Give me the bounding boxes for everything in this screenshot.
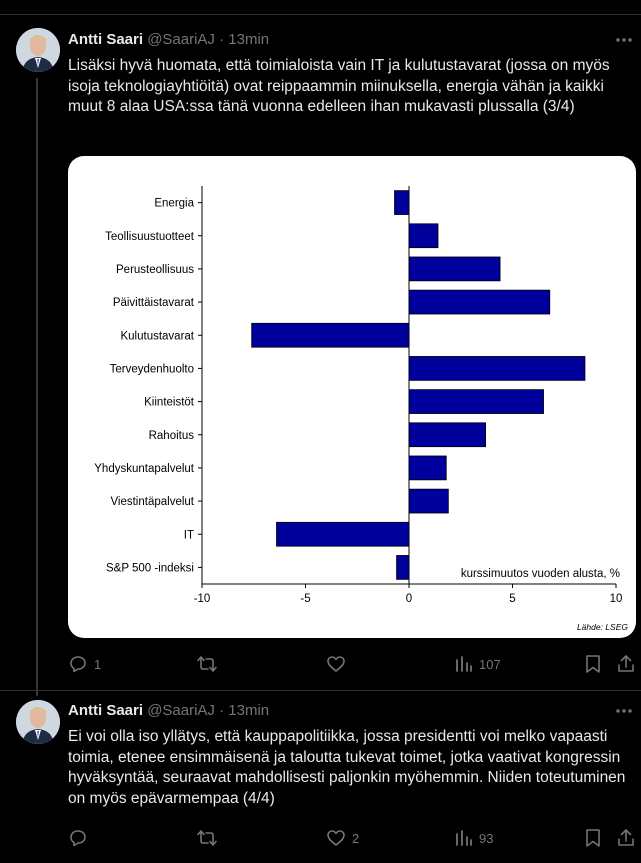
reply-icon [70,656,86,673]
tweet-timestamp[interactable]: 13min [228,31,270,48]
category-label: IT [184,529,194,541]
bar [408,289,551,315]
share-button[interactable] [616,652,636,676]
category-label: Päivittäistavarat [113,297,195,309]
author-name[interactable]: Antti Saari [68,702,144,719]
top-divider [0,14,641,15]
tweet-actions: 1 107 [0,652,641,676]
category-label: Kulutustavarat [120,330,194,342]
views-icon [456,830,472,846]
bar [408,422,486,448]
like-button[interactable]: 2 [326,826,359,850]
bar [394,190,410,215]
bookmark-button[interactable] [584,652,602,676]
x-tick-label: -10 [194,593,211,605]
bar [251,322,410,348]
share-icon [618,655,634,672]
bar [408,223,439,249]
category-label: Terveydenhuolto [110,363,194,375]
views-count: 93 [479,830,494,846]
views-button[interactable]: 93 [455,826,493,850]
reply-button[interactable]: 1 [68,652,101,676]
header-separator: · [219,31,225,48]
views-icon [456,656,472,672]
author-handle[interactable]: @SaariAJ [147,702,215,719]
tweet-timestamp[interactable]: 13min [228,702,270,719]
bar [408,488,449,514]
reply-count: 1 [94,656,102,672]
tweet-text: Ei voi olla iso yllätys, että kauppapoli… [68,728,626,807]
reply-button[interactable] [68,826,94,850]
tweet-image-chart[interactable]: Energia Teollisuustuotteet Perusteollisuus… [68,156,636,638]
bar [408,256,501,282]
x-tick-label: -5 [300,593,310,605]
repost-button[interactable] [196,826,224,850]
avatar[interactable] [16,28,60,72]
bookmark-button[interactable] [584,826,602,850]
author-name[interactable]: Antti Saari [68,31,144,48]
category-label: S&P 500 -indeksi [106,562,194,574]
category-label: Kiinteistöt [144,397,195,409]
repost-icon [197,830,217,846]
x-tick-label: 0 [406,593,412,605]
bar [396,555,410,580]
share-icon [618,829,634,846]
category-label: Viestintäpalvelut [110,496,194,508]
bar-chart: Energia Teollisuustuotteet Perusteollisuus… [94,186,628,632]
chart-source: Lähde: LSEG [577,622,628,632]
tweet-header: Antti Saari @SaariAJ · 13min [68,701,269,721]
more-options-button[interactable] [612,701,636,721]
repost-icon [197,656,217,672]
more-dots-icon [616,38,632,42]
views-button[interactable]: 107 [455,652,501,676]
tweet-text: Lisäksi hyvä huomata, että toimialoista … [68,57,610,115]
bookmark-icon [586,829,600,847]
thread-connector-line [36,78,38,696]
bar [408,455,447,481]
avatar[interactable] [16,700,60,744]
tweet-actions: 2 93 [0,826,641,850]
heart-icon [327,830,345,846]
chart-annotation: kurssimuutos vuoden alusta, % [461,568,620,580]
header-separator: · [219,702,225,719]
bar [408,356,586,381]
more-options-button[interactable] [612,30,636,50]
heart-icon [327,656,345,672]
share-button[interactable] [616,826,636,850]
bookmark-icon [586,655,600,673]
category-label: Energia [154,198,194,210]
category-label: Teollisuustuotteet [105,231,195,243]
more-dots-icon [616,709,632,713]
category-label: Rahoitus [149,430,195,442]
category-label: Perusteollisuus [116,264,194,276]
views-count: 107 [479,656,501,672]
tweet-header: Antti Saari @SaariAJ · 13min [68,30,269,50]
author-handle[interactable]: @SaariAJ [147,31,215,48]
repost-button[interactable] [196,652,224,676]
like-button[interactable] [326,652,352,676]
reply-icon [70,830,86,847]
category-label: Yhdyskuntapalvelut [94,463,195,475]
like-count: 2 [352,830,360,846]
x-tick-label: 5 [509,593,515,605]
tweet-divider [0,690,641,691]
bar [408,389,544,414]
x-tick-label: 10 [610,593,623,605]
bar [276,521,410,547]
